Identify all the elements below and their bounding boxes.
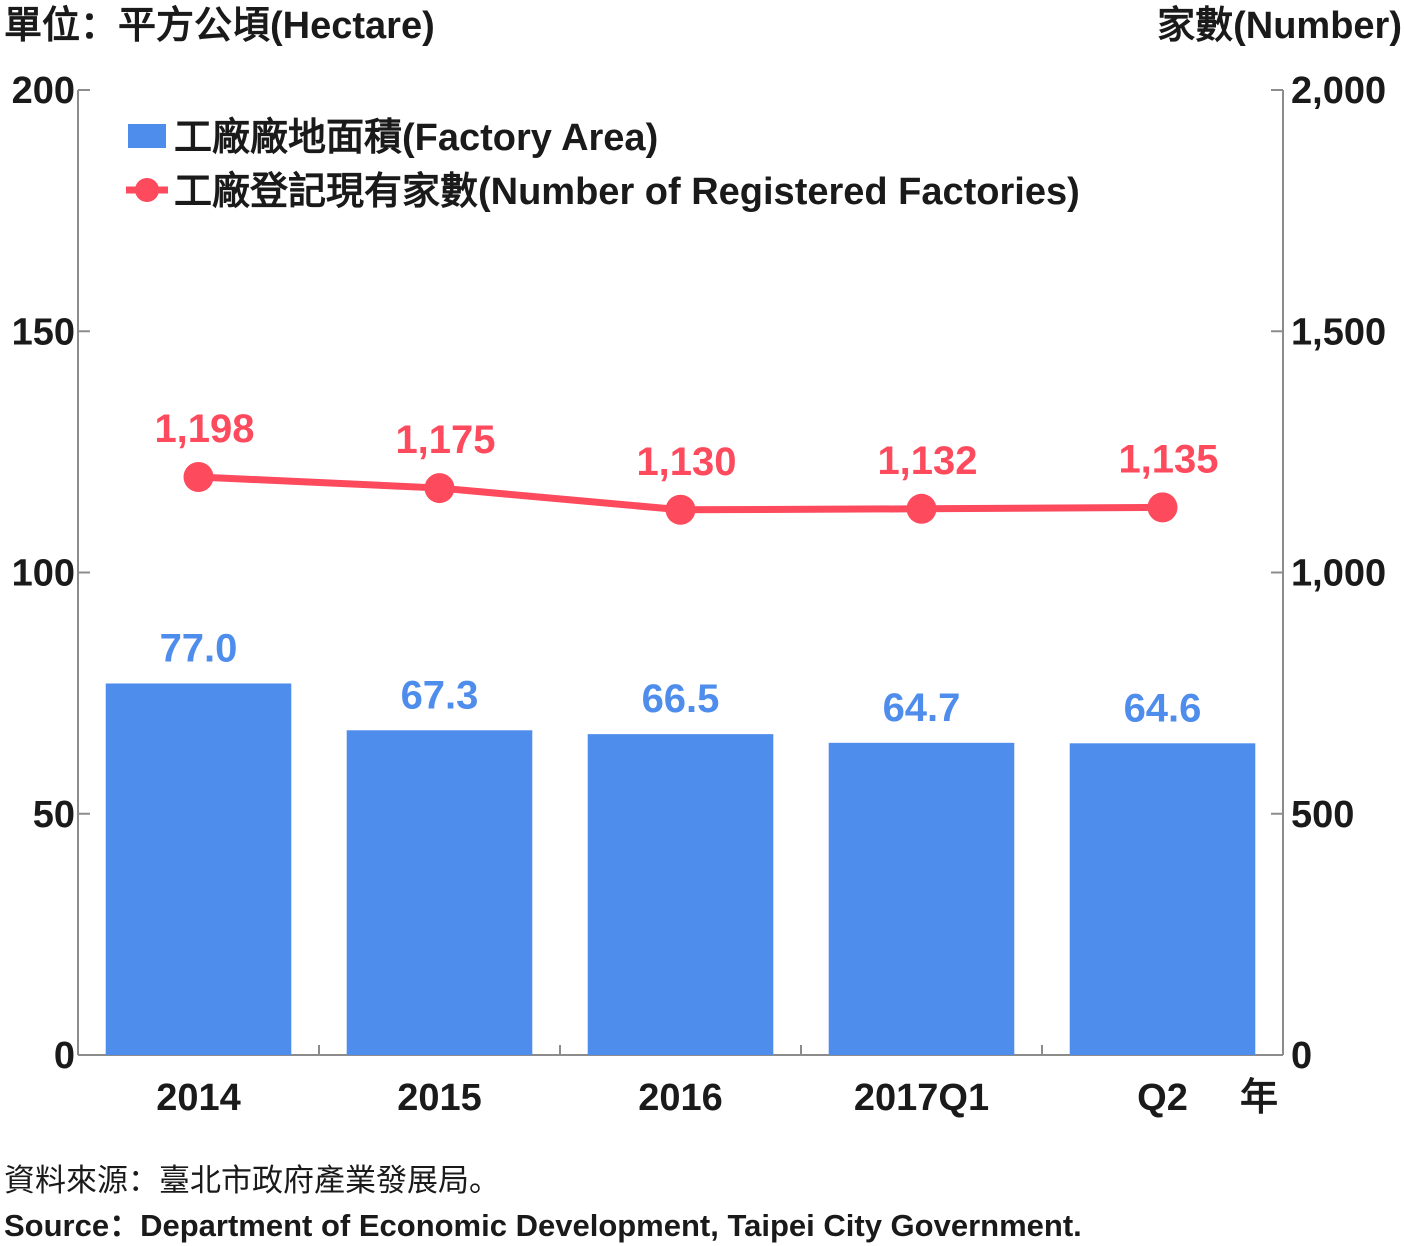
bar-value-label: 66.5 [642,677,720,721]
x-tick-label: 2015 [397,1077,482,1119]
left-axis-unit: 單位：平方公頃(Hectare) [4,5,435,47]
line-value-label: 1,132 [877,439,977,483]
right-tick-label: 1,500 [1291,311,1386,353]
line-value-label: 1,175 [395,418,495,462]
right-tick-label: 0 [1291,1035,1312,1077]
bar-value-label: 64.6 [1124,686,1202,730]
chart-axes: 0 50 100 150 200 0 500 1,000 1,500 2,000 2014 2015 2… [12,70,1387,1119]
x-tick-label: 2014 [156,1077,241,1119]
combo-chart: 0 50 100 150 200 0 500 1,000 1,500 2,000 2014 2015 2… [4,5,1402,1119]
right-tick-label: 1,000 [1291,553,1386,595]
line-value-label: 1,135 [1118,437,1218,481]
legend-bar-swatch [128,124,166,148]
line-point [665,494,696,525]
right-axis-unit: 家數(Number) [1157,5,1402,47]
source-chinese: 資料來源：臺北市政府產業發展局。 [4,1163,500,1198]
line-value-label: 1,198 [154,407,254,451]
legend-line-marker [135,178,159,202]
left-tick-label: 50 [33,794,75,836]
x-tick-label: 2017Q1 [854,1077,989,1119]
legend-bar-label: 工廠廠地面積(Factory Area) [174,116,658,159]
line-point [906,493,937,524]
x-tick-label: 2016 [638,1077,723,1119]
right-tick-label: 2,000 [1291,70,1386,112]
left-tick-label: 150 [12,311,75,353]
bar [346,730,533,1055]
x-axis-suffix: 年 [1240,1077,1278,1119]
bar [1069,743,1256,1055]
data-labels: 77.0 67.3 66.5 64.7 64.6 1,198 1,175 1,130 1,132… [154,407,1218,730]
source-english: Source：Department of Economic Developmen… [4,1208,1082,1243]
bar-value-label: 67.3 [401,673,479,717]
legend-line-label: 工廠登記現有家數(Number of Registered Factories) [174,170,1080,213]
right-tick-label: 500 [1291,794,1354,836]
line-point [1147,492,1178,523]
bar [587,734,774,1055]
bar [105,683,292,1055]
line-point [183,461,214,492]
bar-value-label: 64.7 [883,686,961,730]
legend: 工廠廠地面積(Factory Area) 工廠登記現有家數(Number of R… [126,116,1080,213]
left-tick-label: 200 [12,70,75,112]
bar [828,742,1015,1055]
line-value-label: 1,130 [636,440,736,484]
line-point [424,473,455,504]
bar-series [105,683,1256,1055]
x-tick-label: Q2 [1137,1077,1188,1119]
left-tick-label: 0 [54,1035,75,1077]
line-series [183,461,1178,525]
left-tick-label: 100 [12,553,75,595]
bar-value-label: 77.0 [160,626,238,670]
